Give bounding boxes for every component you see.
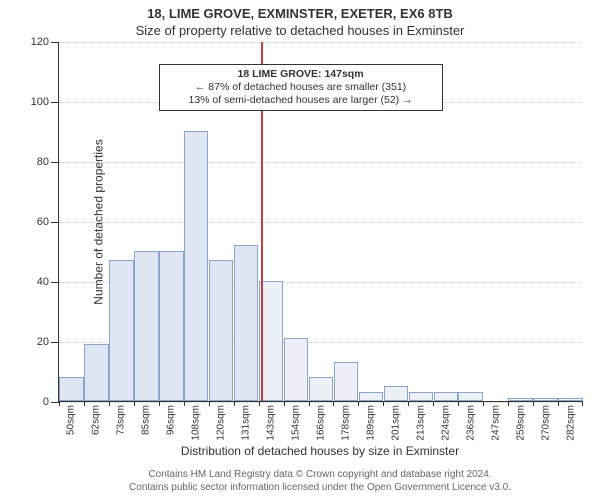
x-tick	[59, 401, 60, 406]
y-tick	[51, 402, 59, 403]
plot-area: 02040608010012050sqm62sqm73sqm85sqm96sqm…	[58, 42, 582, 402]
x-tick-label: 178sqm	[340, 405, 351, 441]
gridline	[59, 222, 582, 223]
x-tick-label: 270sqm	[540, 405, 551, 441]
footer: Contains HM Land Registry data © Crown c…	[48, 468, 592, 494]
x-tick-label: 236sqm	[465, 405, 476, 441]
histogram-bar	[59, 377, 83, 401]
x-tick	[358, 401, 359, 406]
x-tick-label: 96sqm	[166, 405, 177, 435]
y-tick-label: 80	[37, 156, 49, 168]
histogram-bar	[558, 398, 582, 401]
x-tick	[333, 401, 334, 406]
x-tick-label: 224sqm	[440, 405, 451, 441]
x-tick	[184, 401, 185, 406]
y-tick-label: 40	[37, 276, 49, 288]
gridline	[59, 162, 582, 163]
histogram-bar	[384, 386, 408, 401]
x-tick-label: 282sqm	[565, 405, 576, 441]
x-tick-label: 73sqm	[116, 405, 127, 435]
histogram-bar	[434, 392, 458, 401]
x-tick	[134, 401, 135, 406]
x-tick-label: 143sqm	[266, 405, 277, 441]
x-tick	[109, 401, 110, 406]
x-tick-label: 166sqm	[316, 405, 327, 441]
x-tick	[533, 401, 534, 406]
y-tick-label: 60	[37, 216, 49, 228]
histogram-bar	[309, 377, 333, 401]
gridline	[59, 42, 582, 43]
x-tick-label: 247sqm	[490, 405, 501, 441]
x-tick	[284, 401, 285, 406]
page-subtitle: Size of property relative to detached ho…	[8, 23, 592, 38]
histogram-bar	[508, 398, 532, 401]
y-tick	[51, 222, 59, 223]
y-tick-label: 120	[31, 36, 49, 48]
y-tick	[51, 42, 59, 43]
histogram-bar	[359, 392, 383, 401]
histogram-bar	[84, 344, 108, 401]
histogram-bar	[533, 398, 557, 401]
chart-container: 18, LIME GROVE, EXMINSTER, EXETER, EX6 8…	[8, 6, 592, 494]
x-tick-label: 201sqm	[390, 405, 401, 441]
x-tick	[433, 401, 434, 406]
plot-wrapper: Number of detached properties 0204060801…	[58, 42, 582, 402]
x-tick-label: 259sqm	[515, 405, 526, 441]
x-tick	[209, 401, 210, 406]
y-tick	[51, 342, 59, 343]
gridline	[59, 402, 582, 403]
x-tick	[159, 401, 160, 406]
annotation-title: 18 LIME GROVE: 147sqm	[166, 68, 436, 81]
annotation-line: 13% of semi-detached houses are larger (…	[166, 94, 436, 107]
x-tick-label: 154sqm	[291, 405, 302, 441]
histogram-bar	[134, 251, 158, 401]
histogram-bar	[159, 251, 183, 401]
histogram-bar	[334, 362, 358, 401]
footer-line1: Contains HM Land Registry data © Crown c…	[48, 468, 592, 481]
x-tick-label: 131sqm	[241, 405, 252, 441]
x-tick	[558, 401, 559, 406]
x-tick-label: 108sqm	[191, 405, 202, 441]
histogram-bar	[409, 392, 433, 401]
y-tick-label: 20	[37, 336, 49, 348]
x-tick	[508, 401, 509, 406]
x-tick	[259, 401, 260, 406]
x-tick	[234, 401, 235, 406]
x-tick-label: 62sqm	[91, 405, 102, 435]
x-tick-label: 213sqm	[415, 405, 426, 441]
x-axis-label: Distribution of detached houses by size …	[48, 444, 592, 458]
x-tick	[582, 401, 583, 406]
histogram-bar	[109, 260, 133, 401]
y-tick-label: 0	[43, 396, 49, 408]
x-tick-label: 50sqm	[66, 405, 77, 435]
histogram-bar	[184, 131, 208, 401]
x-tick	[483, 401, 484, 406]
x-tick-label: 85sqm	[141, 405, 152, 435]
x-tick	[408, 401, 409, 406]
y-tick	[51, 162, 59, 163]
footer-line2: Contains public sector information licen…	[48, 481, 592, 494]
page-title: 18, LIME GROVE, EXMINSTER, EXETER, EX6 8…	[8, 6, 592, 21]
x-tick	[383, 401, 384, 406]
histogram-bar	[458, 392, 482, 401]
x-tick	[309, 401, 310, 406]
y-tick	[51, 282, 59, 283]
y-tick	[51, 102, 59, 103]
y-tick-label: 100	[31, 96, 49, 108]
annotation-box: 18 LIME GROVE: 147sqm← 87% of detached h…	[159, 64, 443, 111]
x-tick-label: 189sqm	[365, 405, 376, 441]
histogram-bar	[209, 260, 233, 401]
annotation-line: ← 87% of detached houses are smaller (35…	[166, 81, 436, 94]
x-tick	[458, 401, 459, 406]
x-tick-label: 120sqm	[216, 405, 227, 441]
histogram-bar	[284, 338, 308, 401]
histogram-bar	[234, 245, 258, 401]
x-tick	[84, 401, 85, 406]
